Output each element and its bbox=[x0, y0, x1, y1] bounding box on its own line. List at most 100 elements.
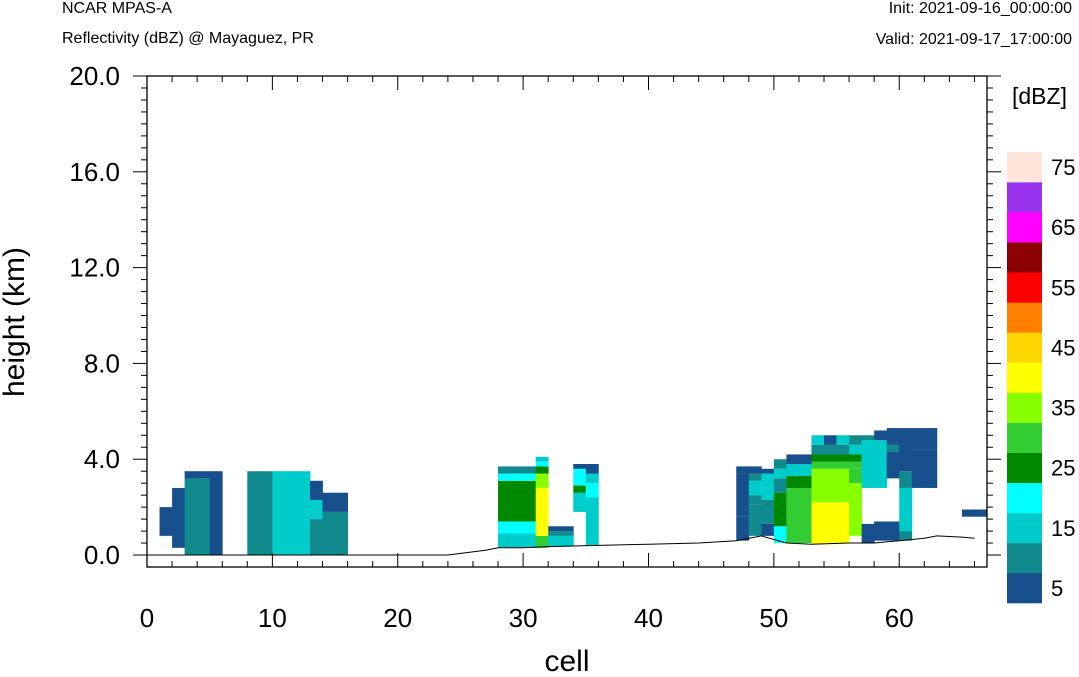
axis-labels: 0 10 20 30 40 50 60 0.0 4.0 8.0 12.0 16.0 20.0 cell he… bbox=[0, 61, 914, 677]
reflectivity-cell bbox=[585, 483, 599, 498]
reflectivity-cell bbox=[510, 521, 524, 534]
reflectivity-cell bbox=[560, 526, 574, 532]
reflectivity-cell bbox=[498, 473, 511, 481]
reflectivity-cell bbox=[836, 502, 850, 544]
y-tick-label: 8.0 bbox=[84, 348, 120, 378]
reflectivity-cell bbox=[535, 473, 549, 488]
reflectivity-cell bbox=[510, 480, 524, 522]
axis-ticks bbox=[133, 75, 1001, 567]
title-left: NCAR MPAS-A bbox=[62, 0, 172, 17]
reflectivity-cell bbox=[824, 435, 837, 445]
colorbar-swatch bbox=[1007, 512, 1042, 544]
reflectivity-cell bbox=[773, 459, 787, 469]
reflectivity-cell bbox=[773, 468, 787, 479]
reflectivity-cell bbox=[773, 492, 787, 527]
reflectivity-cell bbox=[585, 464, 599, 474]
colorbar-tick-label: 45 bbox=[1051, 335, 1075, 360]
reflectivity-cell bbox=[573, 468, 587, 486]
reflectivity-cell bbox=[899, 471, 913, 488]
reflectivity-cell bbox=[523, 480, 537, 522]
reflectivity-cell bbox=[961, 509, 975, 517]
colorbar-swatch bbox=[1007, 542, 1042, 574]
reflectivity-cell bbox=[498, 533, 511, 548]
colorbar-swatch bbox=[1007, 422, 1042, 453]
colorbar-swatch bbox=[1007, 572, 1042, 604]
reflectivity-cell bbox=[811, 454, 825, 462]
reflectivity-cell bbox=[560, 531, 574, 536]
reflectivity-cell bbox=[874, 440, 888, 488]
reflectivity-cell bbox=[523, 466, 537, 474]
reflectivity-cell bbox=[899, 531, 913, 541]
colorbar-tick-label: 65 bbox=[1051, 215, 1075, 240]
subtitle-left: Reflectivity (dBZ) @ Mayaguez, PR bbox=[62, 30, 314, 47]
terrain-line bbox=[147, 535, 975, 556]
colorbar-tick-label: 75 bbox=[1051, 155, 1075, 180]
x-tick-label: 10 bbox=[258, 603, 287, 633]
x-tick-label: 30 bbox=[509, 603, 538, 633]
colorbar-swatch bbox=[1007, 242, 1042, 273]
reflectivity-cell bbox=[886, 428, 900, 445]
reflectivity-cell bbox=[209, 471, 223, 556]
reflectivity-cell bbox=[824, 444, 837, 455]
reflectivity-cell bbox=[548, 535, 562, 547]
y-tick-label: 0.0 bbox=[84, 540, 120, 570]
reflectivity-cell bbox=[335, 492, 348, 512]
reflectivity-cell bbox=[259, 471, 273, 556]
reflectivity-cell bbox=[761, 487, 775, 500]
reflectivity-cell bbox=[849, 435, 863, 445]
reflectivity-cell bbox=[786, 475, 800, 488]
colorbar-tick-label: 55 bbox=[1051, 275, 1075, 300]
reflectivity-cell bbox=[548, 531, 562, 536]
reflectivity-cell bbox=[172, 487, 186, 548]
reflectivity-cell bbox=[748, 504, 762, 536]
colorbar-swatch bbox=[1007, 332, 1042, 363]
colorbar-swatch bbox=[1007, 482, 1042, 514]
reflectivity-cell bbox=[322, 492, 336, 512]
reflectivity-cell bbox=[309, 519, 323, 556]
x-tick-label: 20 bbox=[383, 603, 412, 633]
reflectivity-cell bbox=[911, 428, 925, 450]
reflectivity-cell bbox=[272, 471, 286, 556]
reflectivity-cell bbox=[535, 487, 549, 536]
reflectivity-cell bbox=[786, 464, 800, 476]
colorbar-swatch bbox=[1007, 212, 1042, 243]
valid-time: Valid: 2021-09-17_17:00:00 bbox=[875, 31, 1072, 48]
reflectivity-cell bbox=[886, 452, 900, 479]
reflectivity-cell bbox=[773, 478, 787, 493]
reflectivity-cell bbox=[573, 492, 587, 512]
reflectivity-cell bbox=[184, 471, 198, 479]
reflectivity-cell bbox=[761, 499, 775, 524]
y-tick-label: 20.0 bbox=[69, 61, 120, 91]
x-tick-label: 60 bbox=[885, 603, 914, 633]
reflectivity-cell bbox=[498, 466, 511, 474]
reflectivity-cell bbox=[736, 473, 750, 517]
reflectivity-cell bbox=[836, 444, 850, 455]
reflectivity-cell bbox=[523, 533, 537, 548]
reflectivity-cell bbox=[335, 511, 348, 556]
reflectivity-cell bbox=[510, 473, 524, 481]
colorbar-swatch bbox=[1007, 302, 1042, 333]
reflectivity-cell bbox=[761, 468, 775, 474]
colorbar-tick-label: 35 bbox=[1051, 396, 1075, 421]
reflectivity-cell bbox=[510, 533, 524, 548]
reflectivity-cell bbox=[811, 502, 825, 545]
reflectivity-cell bbox=[861, 435, 875, 441]
reflectivity-cell bbox=[924, 449, 938, 488]
colorbar-tick-label: 5 bbox=[1051, 576, 1063, 601]
reflectivity-cell bbox=[159, 507, 173, 522]
reflectivity-cell bbox=[498, 480, 511, 522]
reflectivity-cell bbox=[824, 468, 837, 503]
reflectivity-cell bbox=[773, 526, 787, 544]
reflectivity-cell bbox=[297, 471, 311, 556]
reflectivity-cell bbox=[498, 521, 511, 534]
reflectivity-cell bbox=[874, 430, 888, 441]
colorbar-label: [dBZ] bbox=[1012, 83, 1067, 109]
reflectivity-cell bbox=[824, 454, 837, 462]
reflectivity-cell bbox=[836, 454, 850, 462]
reflectivity-cell bbox=[786, 454, 800, 465]
reflectivity-cell bbox=[811, 461, 825, 469]
x-axis-label: cell bbox=[544, 645, 589, 677]
reflectivity-cell bbox=[523, 521, 537, 534]
reflectivity-cell bbox=[849, 444, 863, 455]
